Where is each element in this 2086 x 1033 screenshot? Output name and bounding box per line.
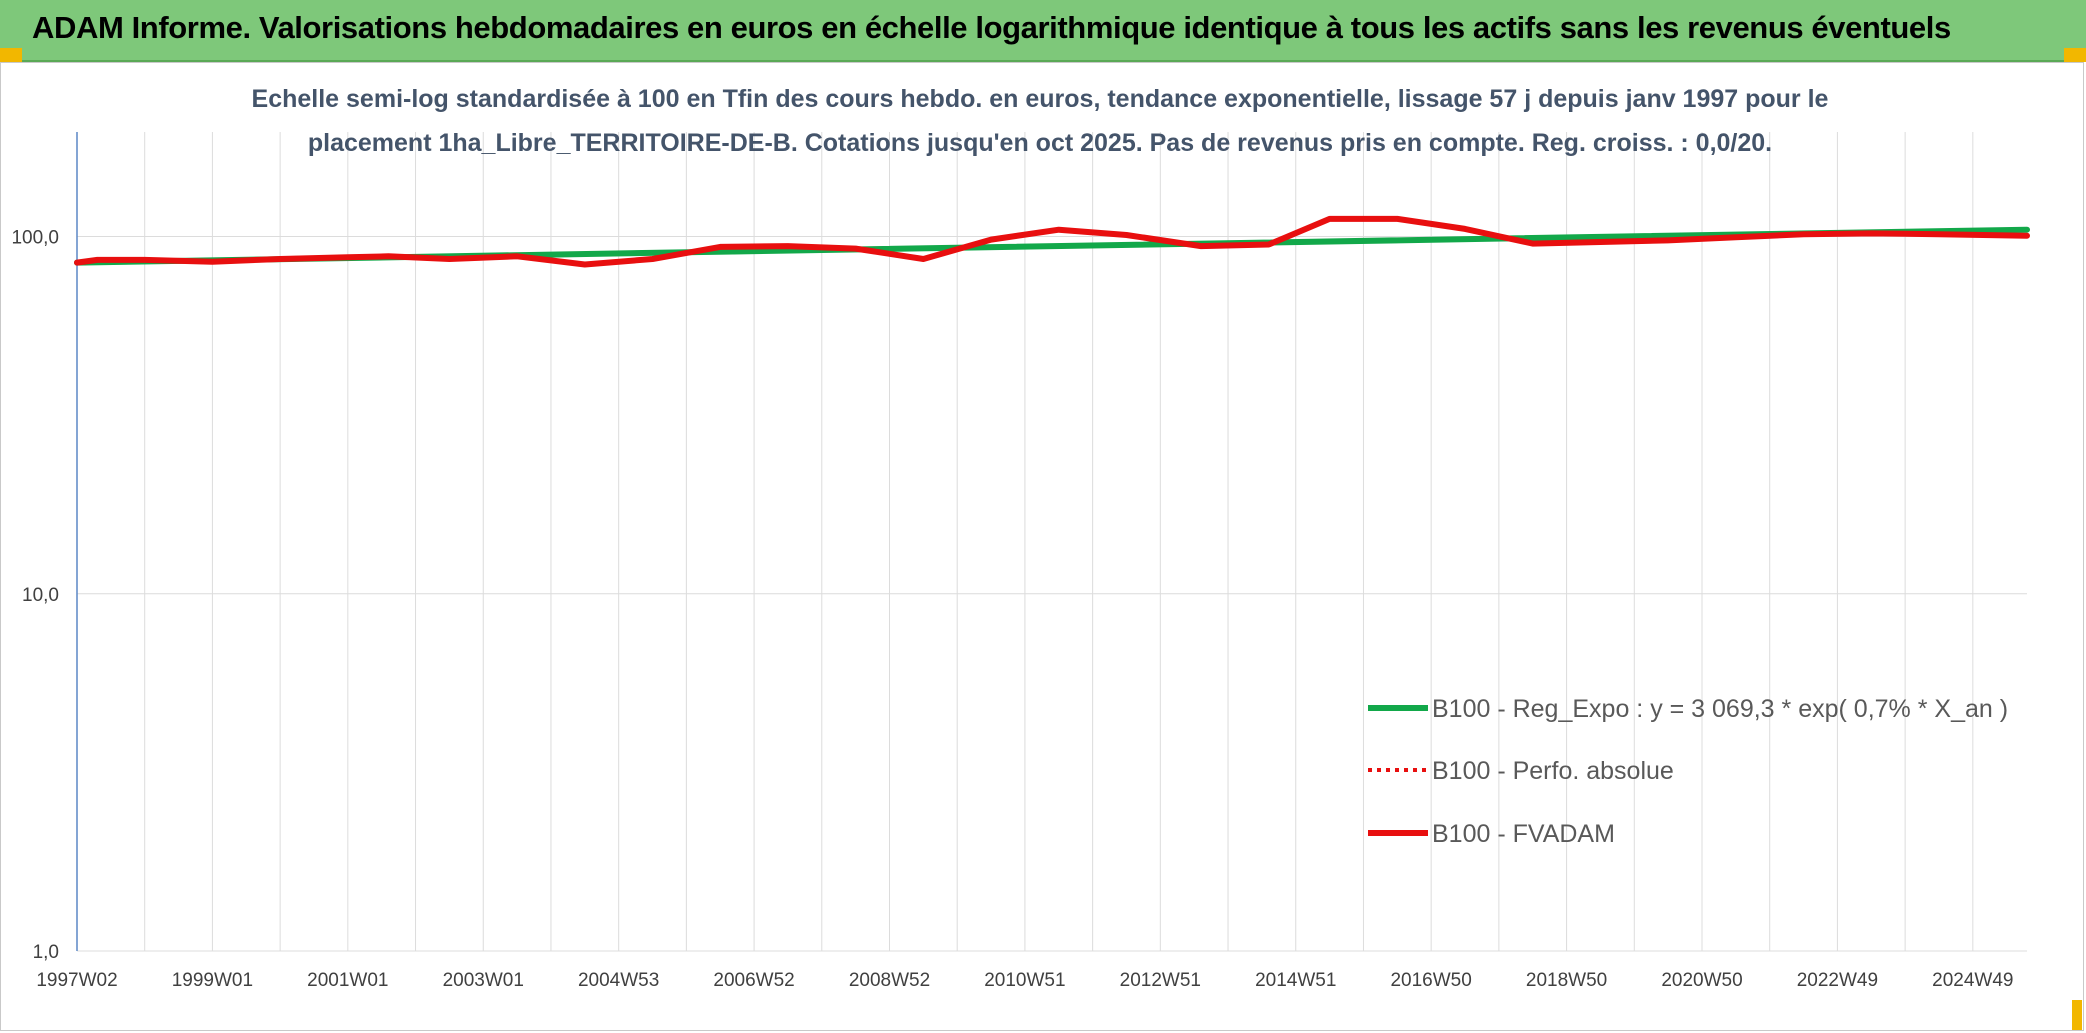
series-fvadam-line xyxy=(74,215,2030,268)
x-tick-label: 2016W50 xyxy=(1390,970,1471,991)
corner-marker-bottom-right xyxy=(2072,1000,2082,1030)
x-tick-label: 2022W49 xyxy=(1797,970,1878,991)
chart-subtitle-line-2: placement 1ha_Libre_TERRITOIRE-DE-B. Cot… xyxy=(308,129,1772,157)
x-tick-label: 2004W53 xyxy=(578,970,659,991)
legend-label-trend: B100 - Reg_Expo : y = 3 069,3 * exp( 0,7… xyxy=(1432,695,2008,723)
chart: Echelle semi-log standardisée à 100 en T… xyxy=(11,85,2030,991)
x-tick-label: 2001W01 xyxy=(307,970,388,991)
corner-marker-left xyxy=(0,48,22,62)
x-tick-label: 2020W50 xyxy=(1661,970,1742,991)
x-tick-labels: 1997W02 1999W01 2001W01 2003W01 2004W53 2006W… xyxy=(36,970,2013,991)
y-tick-label: 10,0 xyxy=(22,585,59,606)
x-tick-label: 2003W01 xyxy=(443,970,524,991)
legend: B100 - Reg_Expo : y = 3 069,3 * exp( 0,7… xyxy=(1368,695,2008,848)
series-layer xyxy=(74,215,2030,268)
x-tick-label: 2024W49 xyxy=(1932,970,2013,991)
legend-label-fvadam: B100 - FVADAM xyxy=(1432,820,1615,848)
y-tick-label: 100,0 xyxy=(11,228,59,249)
chart-frame xyxy=(0,62,2084,1031)
x-tick-label: 2012W51 xyxy=(1120,970,1201,991)
x-tick-label: 1999W01 xyxy=(172,970,253,991)
legend-label-perfo: B100 - Perfo. absolue xyxy=(1432,757,1674,785)
x-tick-label: 2014W51 xyxy=(1255,970,1336,991)
y-tick-label: 1,0 xyxy=(33,942,59,963)
y-tick-labels: 1,0 10,0 100,0 xyxy=(11,228,59,964)
chart-grid xyxy=(76,132,2027,952)
x-tick-label: 2008W52 xyxy=(849,970,930,991)
x-tick-label: 2018W50 xyxy=(1526,970,1607,991)
x-tick-label: 1997W02 xyxy=(36,970,117,991)
header-bar: ADAM Informe. Valorisations hebdomadaire… xyxy=(0,0,2086,62)
x-tick-label: 2010W51 xyxy=(984,970,1065,991)
corner-marker-right xyxy=(2064,48,2086,62)
page-title: ADAM Informe. Valorisations hebdomadaire… xyxy=(32,10,1951,45)
chart-subtitle-line-1: Echelle semi-log standardisée à 100 en T… xyxy=(252,85,1829,113)
x-tick-label: 2006W52 xyxy=(713,970,794,991)
